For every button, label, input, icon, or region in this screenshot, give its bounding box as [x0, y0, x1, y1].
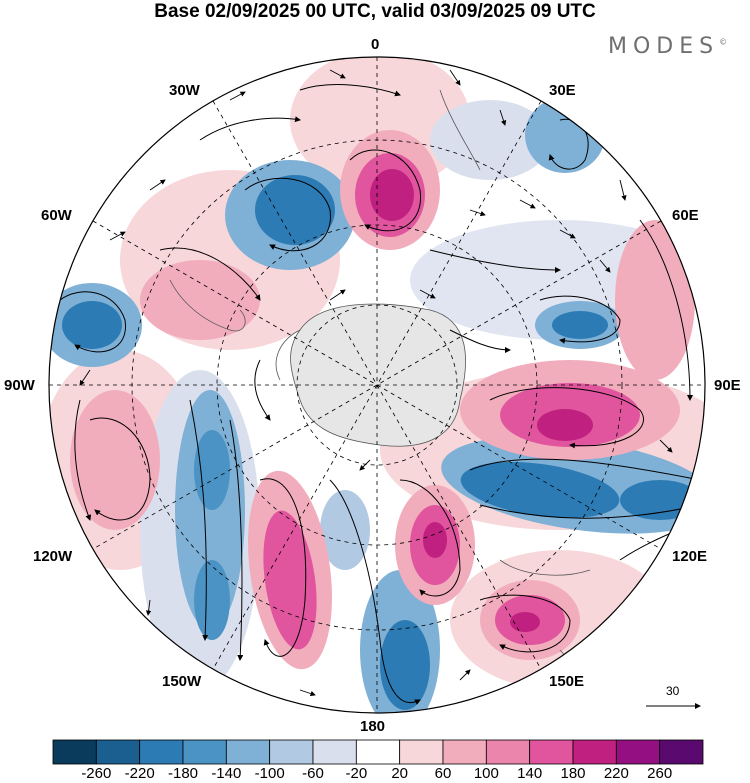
colorbar-swatch — [95, 739, 141, 765]
colorbar-tick-label: 140 — [517, 765, 543, 782]
lon-label-120w: 120W — [33, 548, 73, 565]
lon-label-120e: 120E — [672, 548, 708, 565]
lon-label-60w: 60W — [41, 207, 72, 224]
map-title: Base 02/09/2025 00 UTC, valid 03/09/2025… — [154, 1, 596, 22]
colorbar-swatch — [442, 739, 487, 765]
lon-label-150w: 150W — [162, 673, 202, 690]
colorbar-tick-label: 20 — [391, 765, 408, 782]
lon-label-60e: 60E — [672, 207, 699, 224]
colorbar-swatch — [52, 739, 97, 765]
australia-coast — [499, 559, 591, 576]
anomaly-field — [49, 57, 705, 713]
colorbar-tick-label: -60 — [302, 765, 324, 782]
colorbar-tick-label: 180 — [560, 765, 586, 782]
colorbar-swatch — [355, 739, 401, 765]
colorbar-swatch — [615, 739, 661, 765]
colorbar-swatch — [485, 739, 531, 765]
colorbar-swatch — [529, 739, 574, 765]
colorbar-swatch — [659, 739, 704, 765]
colorbar-swatch — [139, 739, 184, 765]
map-boundary — [48, 56, 706, 714]
colorbar-tick-label: -140 — [211, 765, 242, 782]
colorbar-swatch — [225, 739, 271, 765]
colorbar-swatch — [312, 739, 357, 765]
colorbar-tick-label: 260 — [647, 765, 673, 782]
lon-label-90e: 90E — [714, 377, 741, 394]
lon-label-150e: 150E — [549, 673, 585, 690]
colorbar-tick-label: 60 — [434, 765, 452, 782]
graticule — [49, 57, 705, 713]
colorbar-tick-label: -100 — [254, 765, 285, 782]
colorbar — [52, 739, 704, 765]
colorbar-swatch — [182, 739, 227, 765]
lon-label-30w: 30W — [169, 82, 200, 99]
colorbar-swatch — [399, 739, 444, 765]
colorbar-tick-label: 100 — [473, 765, 499, 782]
copyright-mark: © — [719, 37, 728, 47]
colorbar-tick-label: -220 — [124, 765, 155, 782]
colorbar-tick-label: -260 — [81, 765, 112, 782]
lon-label-0: 0 — [371, 36, 380, 53]
colorbar-tick-label: -20 — [345, 765, 368, 782]
south-america-coast — [169, 279, 246, 332]
colorbar-swatch — [269, 739, 314, 765]
lon-label-180: 180 — [360, 718, 386, 735]
modes-logo: MODES© — [608, 34, 727, 59]
africa-coast — [439, 89, 481, 171]
colorbar-tick-label: 220 — [603, 765, 629, 782]
brand-text: MODES — [608, 34, 720, 59]
lon-label-90w: 90W — [4, 377, 35, 394]
colorbar-swatch — [572, 739, 617, 765]
lon-label-30e: 30E — [549, 82, 576, 99]
colorbar-tick-label: -180 — [167, 765, 199, 782]
vector-scale-label: 30 — [666, 684, 680, 698]
wind-streamlines — [59, 84, 701, 705]
